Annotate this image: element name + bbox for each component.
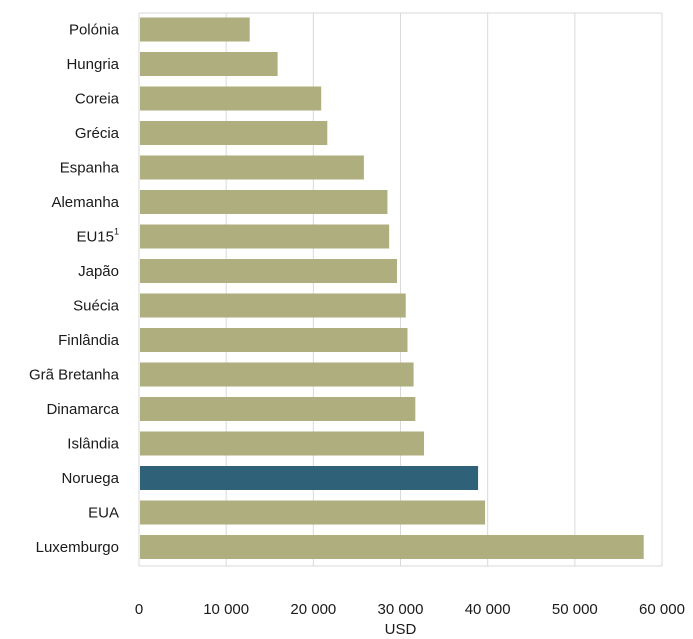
category-label-5: Alemanha bbox=[51, 194, 119, 211]
x-tick-label-3: 30 000 bbox=[378, 601, 424, 618]
bar-2 bbox=[140, 86, 322, 111]
category-label-12: Islândia bbox=[67, 436, 119, 453]
category-label-9: Finlândia bbox=[58, 332, 120, 349]
category-label-0: Polónia bbox=[69, 22, 120, 39]
bar-15 bbox=[140, 535, 644, 559]
category-label-10: Grã Bretanha bbox=[29, 367, 120, 384]
bar-5 bbox=[140, 190, 388, 214]
category-label-8: Suécia bbox=[73, 298, 120, 315]
category-label-4: Espanha bbox=[60, 160, 120, 177]
category-label-3: Grécia bbox=[75, 125, 120, 142]
x-tick-label-4: 40 000 bbox=[465, 601, 511, 618]
bar-7 bbox=[140, 259, 398, 283]
bar-1 bbox=[140, 52, 278, 76]
category-label-sup-6: 1 bbox=[114, 227, 119, 237]
category-labels: Polónia Hungria Coreia Grécia Espanha Alemanh… bbox=[29, 22, 120, 557]
category-label-6: EU151 bbox=[76, 227, 119, 246]
bar-13 bbox=[140, 466, 479, 490]
bar-9 bbox=[140, 328, 408, 352]
bar-11 bbox=[140, 397, 416, 421]
category-label-13: Noruega bbox=[61, 470, 119, 487]
x-tick-label-0: 0 bbox=[135, 601, 143, 618]
x-tick-label-2: 20 000 bbox=[290, 601, 336, 618]
category-label-2: Coreia bbox=[75, 91, 120, 108]
bar-8 bbox=[140, 293, 406, 318]
bar-3 bbox=[140, 121, 328, 145]
x-tick-label-5: 50 000 bbox=[552, 601, 598, 618]
bar-4 bbox=[140, 155, 364, 180]
bar-6 bbox=[140, 224, 390, 249]
bar-14 bbox=[140, 500, 486, 525]
category-label-15: Luxemburgo bbox=[36, 539, 119, 556]
bar-0 bbox=[140, 17, 250, 42]
category-label-11: Dinamarca bbox=[46, 401, 119, 418]
bar-10 bbox=[140, 362, 414, 387]
category-label-1: Hungria bbox=[66, 56, 119, 73]
x-axis-title: USD bbox=[385, 621, 417, 638]
x-tick-label-6: 60 000 bbox=[639, 601, 685, 618]
category-label-7: Japão bbox=[78, 263, 119, 280]
x-tick-label-1: 10 000 bbox=[203, 601, 249, 618]
bars bbox=[140, 17, 644, 559]
bar-12 bbox=[140, 431, 425, 456]
category-label-14: EUA bbox=[88, 505, 119, 522]
x-tick-labels: 0 10 000 20 000 30 000 40 000 50 000 60 000 bbox=[135, 601, 685, 618]
